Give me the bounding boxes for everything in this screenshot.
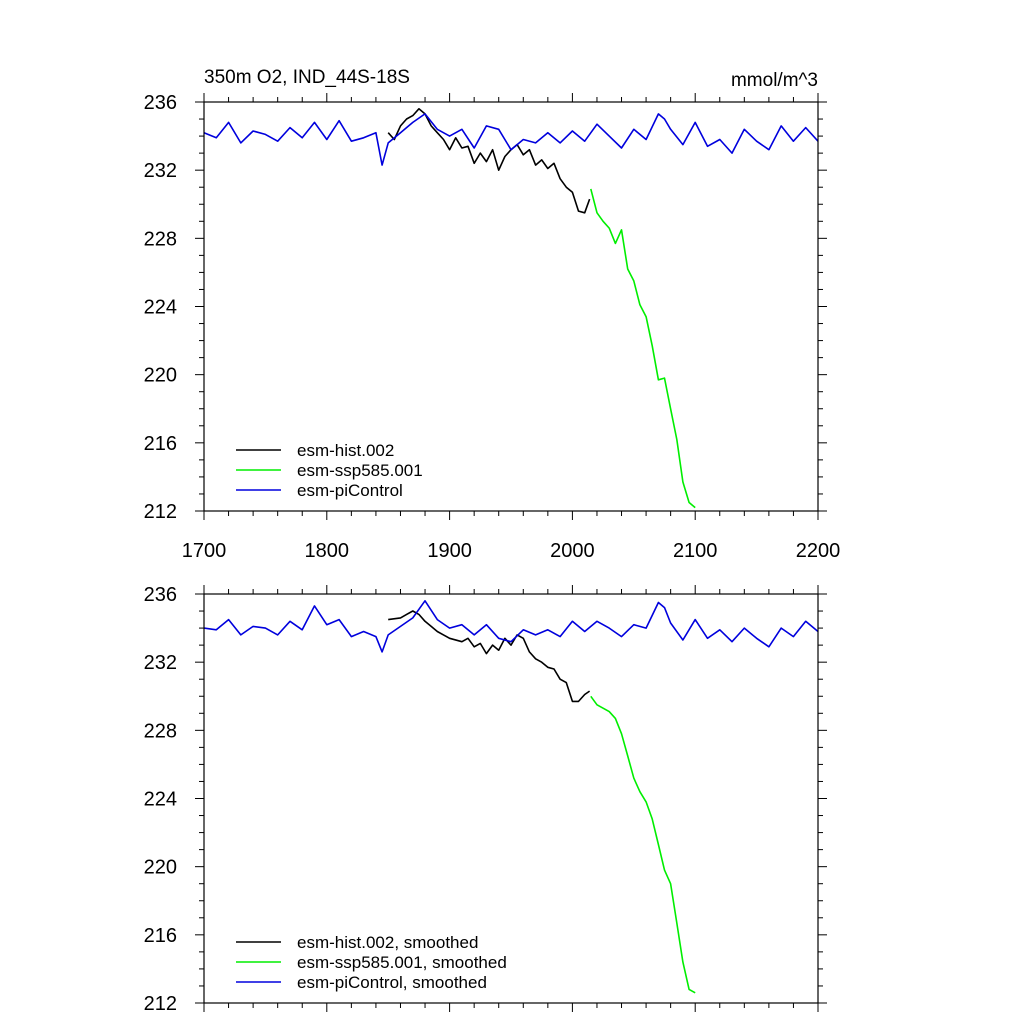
- chart-title-left: 350m O2, IND_44S-18S: [204, 67, 410, 88]
- x-tick-label: 1900: [427, 540, 472, 562]
- legend-label: esm-hist.002: [297, 441, 394, 460]
- top-panel: 212 216 220 224 228 232 236 1700 1800 1900 2000 210…: [144, 92, 841, 562]
- y-tick-label: 216: [144, 433, 177, 455]
- y-tick-label: 236: [144, 92, 177, 114]
- legend-label: esm-piControl: [297, 481, 403, 500]
- legend-label: esm-hist.002, smoothed: [297, 933, 478, 952]
- series-line-0-1: [590, 188, 696, 509]
- series-line-0-2: [203, 113, 819, 166]
- y-tick-label: 228: [144, 228, 177, 250]
- legend-label: esm-ssp585.001: [297, 461, 423, 480]
- x-tick-label: 2100: [673, 540, 718, 562]
- series-line-0-0: [387, 108, 591, 214]
- x-tick-label: 1800: [305, 540, 350, 562]
- y-tick-label: 236: [144, 584, 177, 606]
- x-tick-label: 1700: [182, 540, 227, 562]
- y-tick-label: 212: [144, 993, 177, 1015]
- y-tick-label: 220: [144, 365, 177, 387]
- legend-label: esm-piControl, smoothed: [297, 973, 487, 992]
- series-line-1-2: [203, 599, 819, 653]
- y-tick-label: 220: [144, 857, 177, 879]
- x-tick-label: 2200: [796, 540, 841, 562]
- chart-units-label: mmol/m^3: [731, 70, 818, 91]
- y-tick-label: 232: [144, 160, 177, 182]
- y-tick-label: 224: [144, 789, 177, 811]
- bottom-panel: 212 216 220 224 228 232 236 esm-hist.002, smoot…: [144, 584, 827, 1015]
- y-tick-label: 212: [144, 501, 177, 523]
- x-tick-label: 2000: [550, 540, 595, 562]
- series-line-1-0: [388, 610, 591, 703]
- y-tick-label: 232: [144, 652, 177, 674]
- y-tick-label: 216: [144, 925, 177, 947]
- legend-label: esm-ssp585.001, smoothed: [297, 953, 507, 972]
- y-tick-label: 228: [144, 720, 177, 742]
- y-tick-label: 224: [144, 297, 177, 319]
- series-line-1-1: [590, 695, 696, 994]
